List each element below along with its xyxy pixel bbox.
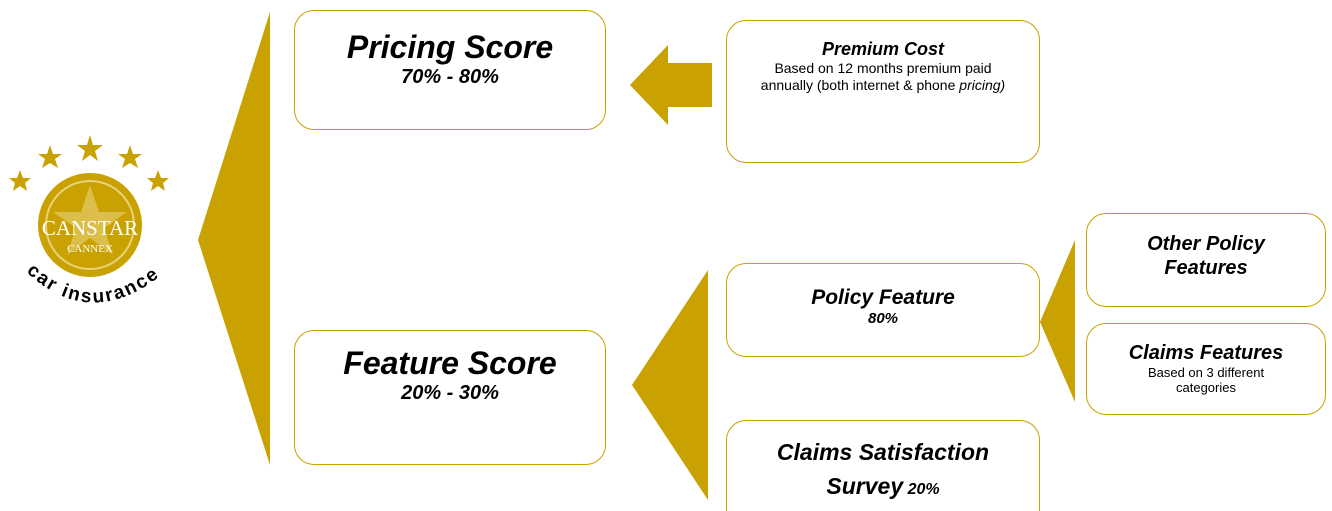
node-title: Other Policy Features — [1147, 233, 1265, 279]
node-subtitle: 80% — [867, 310, 899, 327]
node-subtitle: 20% - 30% — [401, 382, 499, 404]
node: Feature Score 20% - 30% — [294, 330, 606, 465]
node-title: Premium Cost — [821, 39, 945, 59]
node-title: Feature Score — [343, 345, 557, 381]
node-title: Pricing Score — [346, 29, 554, 65]
stars — [9, 135, 169, 191]
node-title: Claims Features — [1128, 342, 1284, 364]
arrow-left — [630, 45, 712, 125]
node: Premium Cost Based on 12 months premium … — [726, 20, 1040, 163]
node: Policy Feature 80% — [726, 263, 1040, 357]
description-italic: pricing) — [959, 77, 1006, 93]
bracket-main — [198, 12, 270, 465]
node-subtitle: 70% - 80% — [401, 66, 499, 88]
logo-ring — [45, 180, 135, 270]
logo: CANSTAR CANNEX car insurance — [9, 135, 169, 308]
bracket-policy — [1040, 240, 1075, 402]
node: Claims Features Based on 3 different cat… — [1086, 323, 1326, 415]
node-subtitle: 20% — [907, 481, 940, 498]
node: Other Policy Features — [1086, 213, 1326, 307]
node-title: Policy Feature — [811, 286, 955, 309]
node-description: Based on 12 months premium paid annually… — [757, 60, 1009, 94]
logo-brand: CANSTAR — [42, 216, 138, 240]
logo-sub-brand: CANNEX — [67, 243, 113, 255]
node: Claims Satisfaction Survey 20% — [726, 420, 1040, 511]
description-text: Based on 12 months premium paid annually… — [760, 60, 992, 93]
node-title: Claims Satisfaction Survey — [776, 439, 990, 499]
bracket-feature — [632, 270, 708, 500]
node: Pricing Score 70% - 80% — [294, 10, 606, 130]
logo-star — [53, 185, 127, 255]
node-description: Based on 3 different categories — [1147, 365, 1265, 395]
